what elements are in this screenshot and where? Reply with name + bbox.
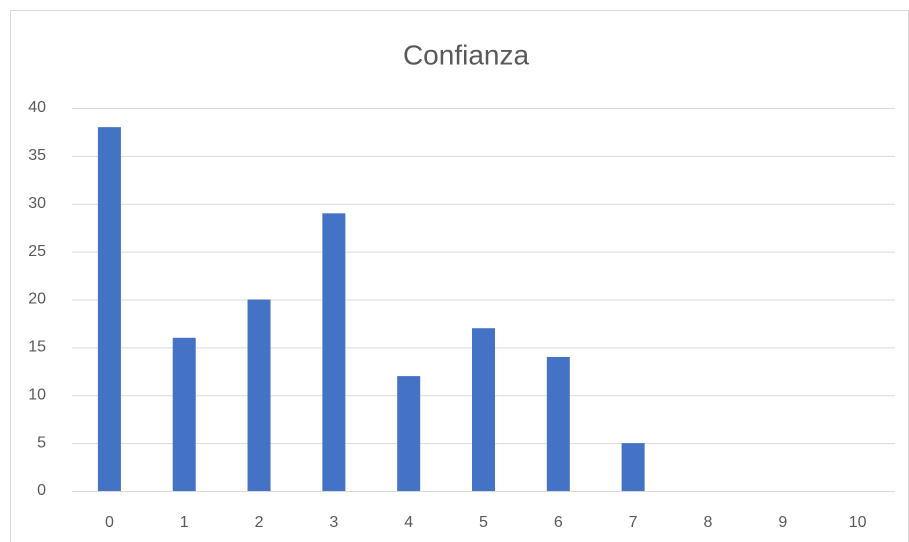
bar xyxy=(546,356,570,491)
chart-title: Confianza xyxy=(403,39,530,70)
x-tick-label: 2 xyxy=(255,514,264,531)
y-tick-label: 10 xyxy=(28,386,46,403)
y-tick-label: 25 xyxy=(28,243,46,260)
x-tick-label: 5 xyxy=(479,514,488,531)
y-tick-label: 15 xyxy=(28,339,46,356)
x-tick-label: 7 xyxy=(629,514,638,531)
y-tick-label: 30 xyxy=(28,195,46,212)
x-tick-label: 3 xyxy=(329,514,338,531)
x-tick-label: 4 xyxy=(404,514,413,531)
bar xyxy=(397,376,421,491)
y-tick-label: 20 xyxy=(28,291,46,308)
y-tick-label: 5 xyxy=(37,434,46,451)
x-tick-label: 0 xyxy=(105,514,114,531)
y-tick-label: 0 xyxy=(37,482,46,499)
bar xyxy=(247,299,271,491)
x-tick-label: 1 xyxy=(180,514,189,531)
bar xyxy=(172,337,196,491)
x-tick-label: 8 xyxy=(704,514,713,531)
bar xyxy=(472,328,495,491)
chart-frame xyxy=(10,10,909,542)
y-tick-label: 40 xyxy=(28,99,46,116)
x-tick-label: 6 xyxy=(554,514,563,531)
y-tick-label: 35 xyxy=(28,147,46,164)
bar xyxy=(97,127,121,492)
x-tick-label: 9 xyxy=(778,514,787,531)
bar xyxy=(621,443,645,491)
x-tick-label: 10 xyxy=(849,514,867,531)
bar xyxy=(322,213,346,491)
